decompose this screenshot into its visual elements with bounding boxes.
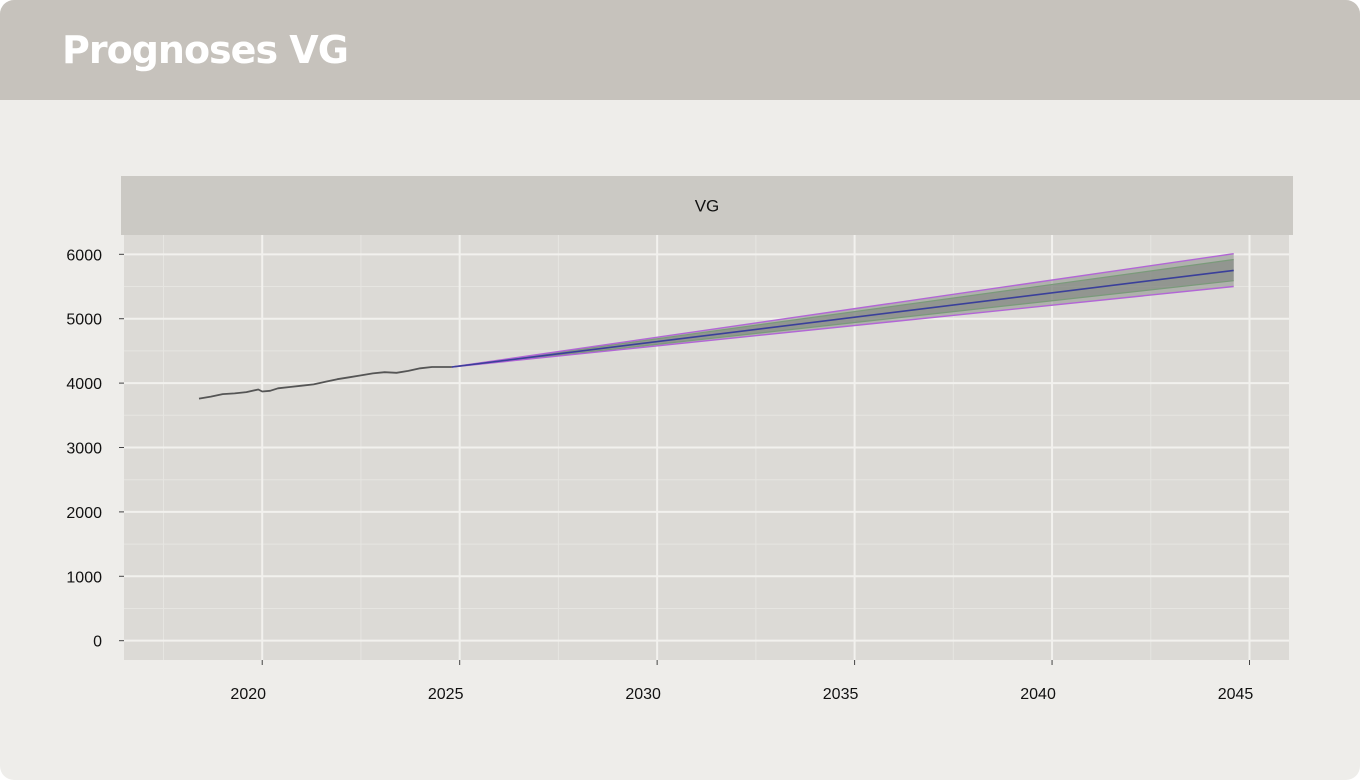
series-line-band-outer-upper	[451, 253, 1234, 368]
y-tick-label: 2000	[66, 505, 102, 522]
x-tick-label: 2035	[823, 686, 859, 703]
series-line-band-inner-upper	[451, 258, 1234, 368]
series-line-historical	[198, 366, 452, 400]
x-tick-label: 2025	[428, 686, 464, 703]
series-line-band-outer-lower	[451, 285, 1234, 368]
x-tick-label: 2045	[1218, 686, 1254, 703]
axes: 0 1000 2000 3000 4000 5000 6000 2020 2025 2030 203…	[66, 247, 1253, 703]
x-tick-label: 2030	[625, 686, 661, 703]
x-tick-label: 2020	[230, 686, 266, 703]
y-tick-label: 4000	[66, 376, 102, 393]
grid-lines	[124, 235, 1289, 660]
y-tick-label: 1000	[66, 569, 102, 586]
facet-strip-label: VG	[695, 197, 720, 216]
series-line-band-inner-lower	[451, 280, 1234, 368]
card-header: Prognoses VG	[0, 0, 1360, 100]
y-tick-label: 5000	[66, 312, 102, 329]
series-lines	[198, 253, 1234, 400]
page-title: Prognoses VG	[62, 28, 349, 72]
y-tick-label: 3000	[66, 441, 102, 458]
y-tick-label: 0	[93, 634, 102, 651]
series-line-forecast	[451, 269, 1234, 368]
y-tick-label: 6000	[66, 247, 102, 264]
x-tick-label: 2040	[1020, 686, 1056, 703]
facet-strip	[121, 176, 1293, 235]
